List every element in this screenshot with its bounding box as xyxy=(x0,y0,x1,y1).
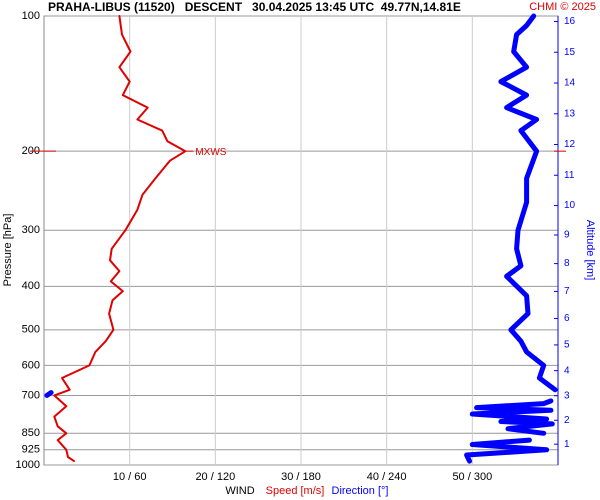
x-tick-label: 20 / 120 xyxy=(195,471,235,483)
y-tick-label: 700 xyxy=(22,389,40,401)
y-tick-label: 100 xyxy=(22,10,40,22)
x-tick-label: 10 / 60 xyxy=(113,471,147,483)
credit: CHMI © 2025 xyxy=(529,1,596,13)
y-tick-label: 1000 xyxy=(16,459,40,471)
y2-tick-label: 9 xyxy=(564,230,570,241)
y-axis-label: Pressure [hPa] xyxy=(2,214,14,287)
y2-tick-label: 6 xyxy=(564,313,570,324)
max-wind-label: MXWS xyxy=(195,147,226,158)
y2-tick-label: 7 xyxy=(564,286,570,297)
x-tick-label: 50 / 300 xyxy=(452,471,492,483)
y2-tick-label: 4 xyxy=(564,365,570,376)
y2-tick-label: 14 xyxy=(564,78,576,89)
y2-tick-label: 16 xyxy=(564,16,576,27)
y2-tick-label: 8 xyxy=(564,258,570,269)
y2-tick-label: 11 xyxy=(564,170,575,181)
y2-tick-label: 1 xyxy=(564,439,570,450)
y2-axis-label: Altitude [km] xyxy=(584,220,596,281)
y2-tick-label: 15 xyxy=(564,47,576,58)
direction-line xyxy=(469,398,555,436)
y2-tick-label: 5 xyxy=(564,340,570,351)
x-axis-label: WIND xyxy=(225,485,254,497)
y-tick-label: 500 xyxy=(22,324,40,336)
legend-entry: Direction [°] xyxy=(332,485,389,497)
y2-tick-label: 3 xyxy=(564,390,570,401)
direction-line xyxy=(464,437,550,464)
direction-line xyxy=(498,13,558,393)
y-tick-label: 400 xyxy=(22,280,40,292)
y2-tick-label: 10 xyxy=(564,200,576,211)
chart-title: PRAHA-LIBUS (11520) DESCENT 30.04.2025 1… xyxy=(48,0,461,14)
direction-line xyxy=(44,390,54,398)
x-tick-label: 30 / 180 xyxy=(281,471,321,483)
y-tick-label: 850 xyxy=(22,427,40,439)
legend-entry: Speed [m/s] xyxy=(266,485,325,497)
speed-line xyxy=(53,15,187,463)
y2-tick-label: 13 xyxy=(564,108,576,119)
y-tick-label: 925 xyxy=(22,444,40,456)
y-tick-label: 600 xyxy=(22,359,40,371)
y2-tick-label: 12 xyxy=(564,139,576,150)
y2-tick-label: 2 xyxy=(564,415,570,426)
y-tick-label: 300 xyxy=(22,224,40,236)
x-tick-label: 40 / 240 xyxy=(367,471,407,483)
